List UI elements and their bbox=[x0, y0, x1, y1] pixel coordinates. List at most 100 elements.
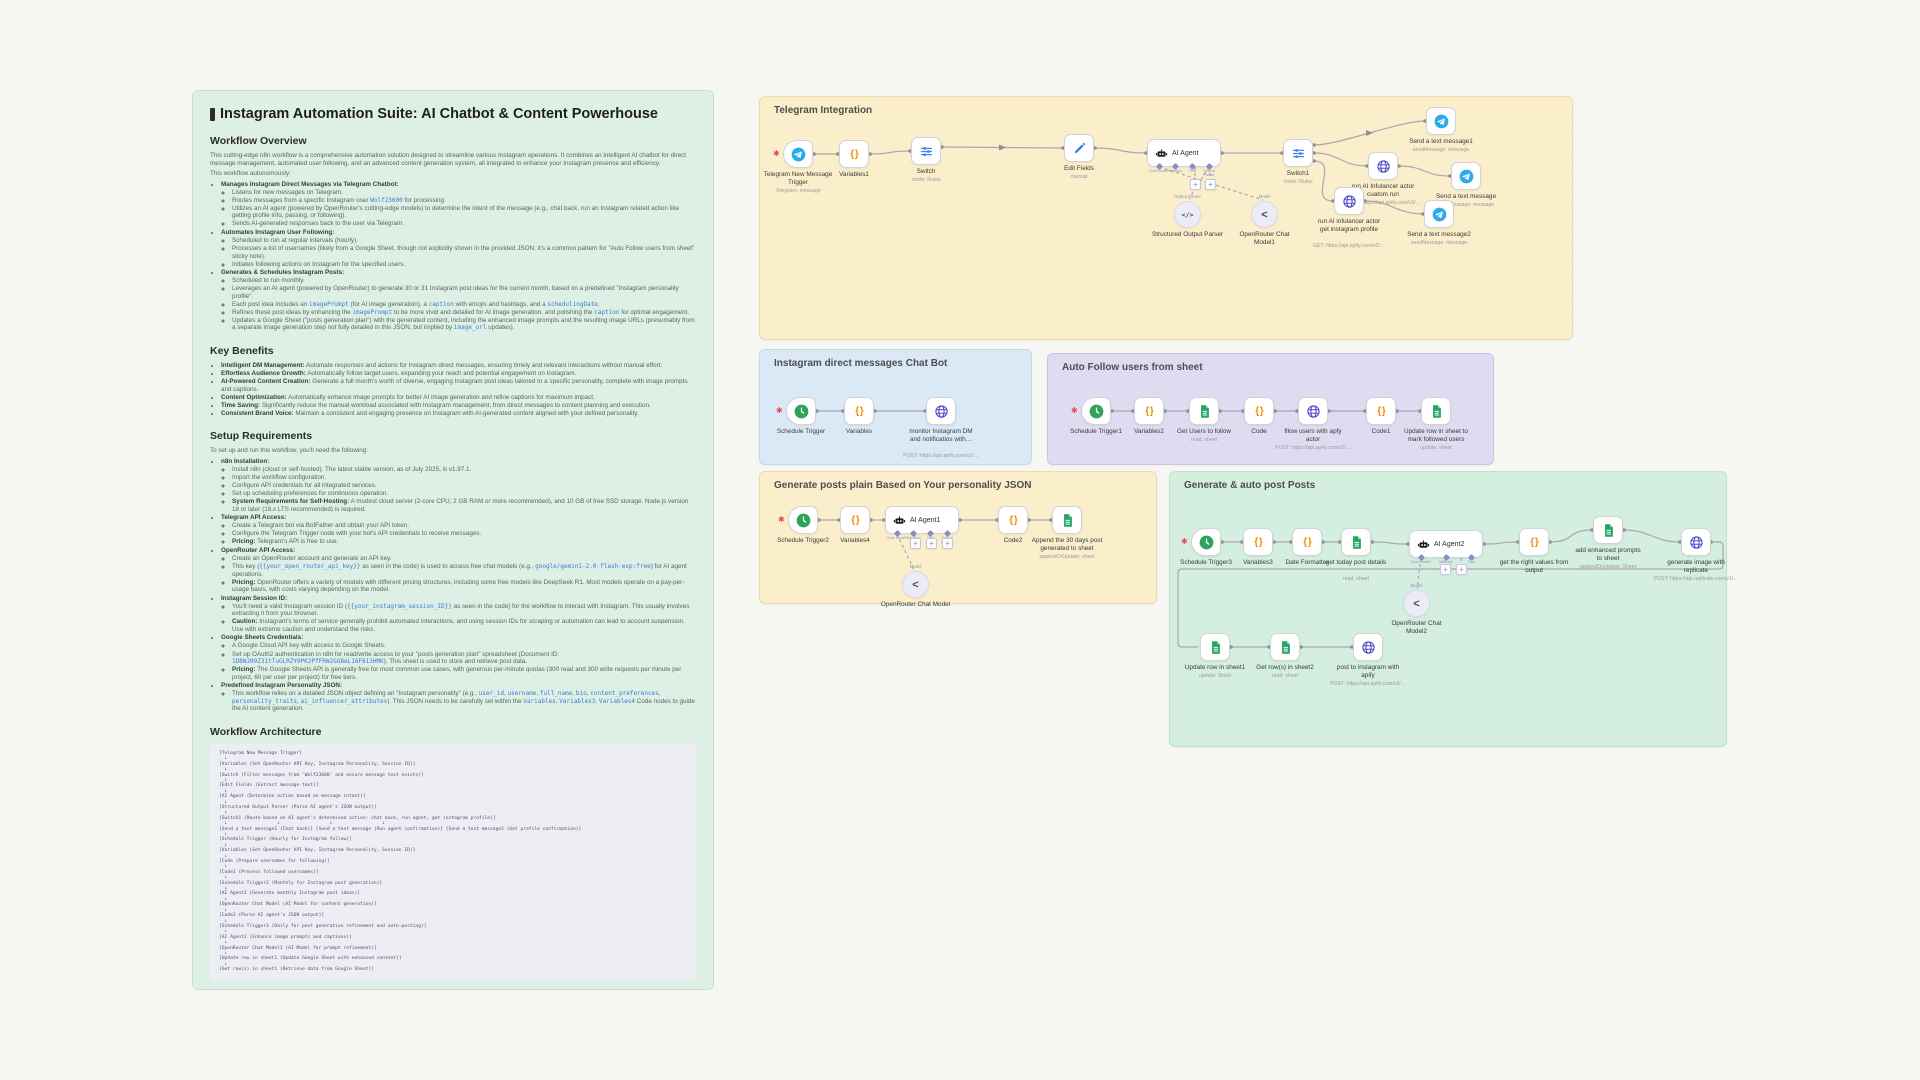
google-sheets-icon bbox=[1281, 640, 1290, 654]
node-schedule-trigger3[interactable] bbox=[1191, 528, 1221, 556]
node-label: Send a text message2 bbox=[1407, 231, 1471, 238]
node-send-a-text-message[interactable] bbox=[1451, 162, 1481, 190]
node-code1[interactable]: { } bbox=[1366, 397, 1396, 425]
doc-list-item: Intelligent DM Management: Automate resp… bbox=[221, 362, 696, 370]
node-label: Code2 bbox=[1003, 537, 1023, 544]
node-append-the-30-days-post-generated-to-sheet[interactable] bbox=[1052, 506, 1082, 534]
google-sheets-icon bbox=[1211, 640, 1220, 654]
node-monitor-instagram-dm[interactable] bbox=[926, 397, 956, 425]
doc-sublist-item: Set up OAuth2 authentication in n8n for … bbox=[232, 651, 696, 666]
agent-connector-label: Output Parser bbox=[1203, 169, 1215, 177]
node-run-ai-infulancer-actor-cuatom-run[interactable] bbox=[1368, 152, 1398, 180]
node-get-today-post-details[interactable] bbox=[1341, 528, 1371, 556]
node-schedule-trigger2[interactable] bbox=[788, 506, 818, 534]
node-sub-label: Telegram: message bbox=[775, 188, 821, 194]
node-label: Get Users to follow bbox=[1177, 428, 1231, 435]
node-label: Date Formatter bbox=[1285, 559, 1329, 566]
add-connection-button[interactable]: + bbox=[1456, 564, 1467, 575]
node-openrouter-chat-model2[interactable]: < bbox=[1403, 590, 1430, 617]
section-heading: Workflow Overview bbox=[210, 135, 307, 147]
sticky-note-title: Telegram Integration bbox=[774, 105, 873, 116]
node-openrouter-chat-model[interactable]: < bbox=[902, 571, 929, 598]
node-ai-agent[interactable]: AI Agent bbox=[1147, 139, 1221, 167]
add-connection-button[interactable]: + bbox=[1190, 179, 1201, 190]
node-update-row-in-sheet1[interactable] bbox=[1200, 633, 1230, 661]
doc-sublist-item: Routes messages from a specific Instagra… bbox=[232, 197, 696, 205]
connector-type-label: Model bbox=[909, 564, 922, 569]
node-send-a-text-message1[interactable] bbox=[1426, 107, 1456, 135]
trigger-pin-indicator: ✱ bbox=[778, 515, 785, 524]
node-sub-label: POST: https://api.replicate.com/v1/… bbox=[1653, 576, 1739, 582]
node-label: Schedule Trigger1 bbox=[1070, 428, 1122, 435]
sticky-note-auto-follow-users-from-sheet[interactable]: Auto Follow users from sheet ✱ Schedule Tr… bbox=[1047, 353, 1494, 465]
add-connection-button[interactable]: + bbox=[1205, 179, 1216, 190]
google-sheets-icon bbox=[1063, 513, 1072, 527]
section-heading: Key Benefits bbox=[210, 345, 274, 358]
node-schedule-trigger[interactable] bbox=[786, 397, 816, 425]
doc-sublist-item: Listens for new messages on Telegram. bbox=[232, 189, 696, 197]
documentation-sticky-note[interactable]: Instagram Automation Suite: AI Chatbot &… bbox=[192, 90, 714, 990]
add-connection-button[interactable]: + bbox=[926, 538, 937, 549]
add-connection-button[interactable]: + bbox=[910, 538, 921, 549]
node-switch[interactable] bbox=[911, 137, 941, 165]
sticky-note-generate-auto-post-posts[interactable]: Generate & auto post Posts ✱ Schedule Trig… bbox=[1169, 471, 1738, 747]
node-code[interactable]: { } bbox=[1244, 397, 1274, 425]
node-variables1[interactable]: { } bbox=[839, 140, 869, 168]
section-heading: Workflow Architecture bbox=[210, 725, 322, 738]
node-variables4[interactable]: { } bbox=[840, 506, 870, 534]
node-variables[interactable]: { } bbox=[844, 397, 874, 425]
node-generate-image-with-replicate[interactable] bbox=[1681, 528, 1711, 556]
agent-connector-label: Tool bbox=[1188, 169, 1196, 173]
schedule-clock-icon bbox=[1089, 404, 1103, 418]
trigger-pin-indicator: ✱ bbox=[1181, 537, 1188, 546]
node-edit-fields[interactable] bbox=[1064, 134, 1094, 162]
node-variables3[interactable]: { } bbox=[1243, 528, 1273, 556]
output-parser-icon: </> bbox=[1181, 210, 1194, 219]
node-send-a-text-message2[interactable] bbox=[1424, 200, 1454, 228]
doc-sublist-item: You'll need a valid Instagram session ID… bbox=[232, 603, 696, 618]
node-label: Update row in sheet1 bbox=[1184, 664, 1246, 671]
node-label: run AI infulancer actor get instagram pr… bbox=[1317, 218, 1381, 233]
node-fllow-users-with-apfy-actor[interactable] bbox=[1298, 397, 1328, 425]
node-code2[interactable]: { } bbox=[998, 506, 1028, 534]
node-variables2[interactable]: { } bbox=[1134, 397, 1164, 425]
node-ai-agent2[interactable]: AI Agent2 bbox=[1409, 530, 1483, 558]
node-get-rows-in-sheet2[interactable] bbox=[1270, 633, 1300, 661]
openrouter-icon: < bbox=[1261, 208, 1268, 221]
agent-connector-label: Tool bbox=[1467, 560, 1475, 564]
node-date-formatter[interactable]: { } bbox=[1292, 528, 1322, 556]
node-structured-output-parser[interactable]: </> bbox=[1174, 201, 1201, 228]
node-add-enhanced-prompts-to-sheet[interactable] bbox=[1593, 516, 1623, 544]
node-telegram-new-message-trigger[interactable] bbox=[783, 140, 813, 168]
sticky-note-telegram-integration[interactable]: Telegram Integration ✱ Telegram New Messag… bbox=[759, 96, 1573, 340]
node-run-ai-infulancer-actor-get-instagram-profile[interactable] bbox=[1334, 187, 1364, 215]
telegram-icon bbox=[1432, 207, 1446, 221]
add-connection-button[interactable]: + bbox=[1440, 564, 1451, 575]
sticky-note-generate-posts-plain-based-on-your-personality-json[interactable]: Generate posts plain Based on Your perso… bbox=[759, 471, 1157, 608]
node-label: add enhanced prompts to sheet bbox=[1575, 547, 1641, 562]
node-get-users-to-follow[interactable] bbox=[1189, 397, 1219, 425]
node-ai-agent1[interactable]: AI Agent1 bbox=[885, 506, 959, 534]
node-label: Telegram New Message Trigger bbox=[763, 171, 833, 186]
add-connection-button[interactable]: + bbox=[942, 538, 953, 549]
node-label: Variables3 bbox=[1243, 559, 1273, 566]
node-switch1[interactable] bbox=[1283, 139, 1313, 167]
http-globe-icon bbox=[934, 404, 948, 418]
doc-sublist-item: Updates a Google Sheet ("posts generatio… bbox=[232, 317, 696, 332]
node-label: Code1 bbox=[1371, 428, 1391, 435]
node-get-the-right-values-from-output[interactable]: { } bbox=[1519, 528, 1549, 556]
http-globe-icon bbox=[1306, 404, 1320, 418]
node-post-to-instagram-with-apify[interactable] bbox=[1353, 633, 1383, 661]
google-sheets-icon bbox=[1352, 535, 1361, 549]
agent-connector-label: Chat Model* bbox=[1148, 169, 1170, 173]
sticky-note-instagram-direct-messages-chat-bot[interactable]: Instagram direct messages Chat Bot ✱ Sched… bbox=[759, 349, 1032, 465]
node-update-row-in-sheet-to-mark-followed-users[interactable] bbox=[1421, 397, 1451, 425]
doc-list: Manages Instagram Direct Messages via Te… bbox=[221, 181, 696, 332]
node-openrouter-chat-model1[interactable]: < bbox=[1251, 201, 1278, 228]
node-schedule-trigger1[interactable] bbox=[1081, 397, 1111, 425]
trigger-pin-indicator: ✱ bbox=[776, 406, 783, 415]
doc-sublist-item: Configure the Telegram Trigger node with… bbox=[232, 530, 696, 538]
doc-sublist-item: Pricing: OpenRouter offers a variety of … bbox=[232, 579, 696, 594]
code-braces-icon: { } bbox=[1145, 405, 1154, 417]
